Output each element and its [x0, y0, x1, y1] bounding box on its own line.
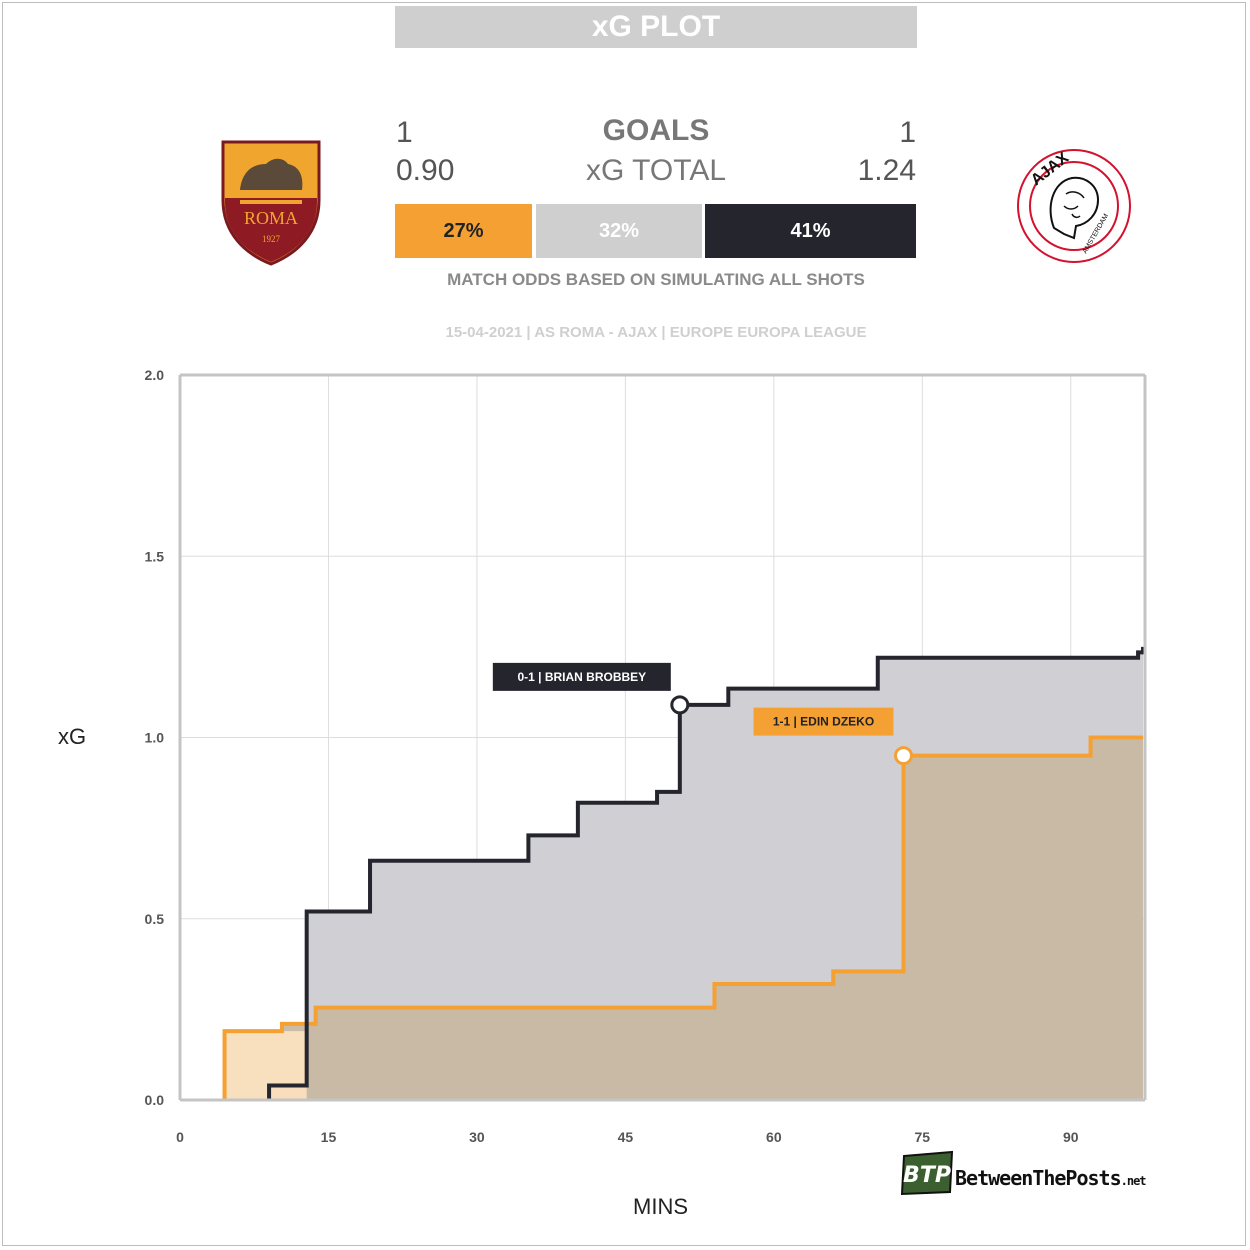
home-xg-total: 0.90 [396, 154, 455, 187]
goal-marker [670, 695, 690, 715]
chart-areas [224, 646, 1144, 1100]
away-xg-total: 1.24 [857, 154, 916, 187]
y-tick-label: 1.5 [145, 548, 165, 564]
ajax-crest-icon: AJAX AMSTERDAM [1017, 149, 1131, 263]
chart-ticks: 0 15 30 45 60 75 90 0.0 0.5 1.0 1.5 2.0 [145, 367, 1079, 1145]
goals-label: GOALS [602, 114, 710, 147]
away-xg-line [267, 646, 1146, 1100]
y-tick-label: 0.5 [145, 911, 165, 927]
page-title: xG PLOT [395, 6, 917, 48]
home-early-area [224, 1031, 307, 1100]
x-tick-label: 0 [176, 1129, 184, 1145]
chart-axes [178, 373, 1147, 1102]
home-win-odds: 27% [395, 204, 532, 258]
as-roma-crest-icon: ROMA 1927 [221, 140, 321, 266]
brand-badge: BTP [903, 1163, 951, 1188]
y-axis-label: xG [58, 724, 87, 749]
x-tick-label: 90 [1063, 1129, 1079, 1145]
away-win-odds: 41% [705, 204, 916, 258]
brand-logo-icon: BTP [900, 1150, 954, 1196]
goal-marker [894, 746, 914, 766]
odds-note: MATCH ODDS BASED ON SIMULATING ALL SHOTS [447, 270, 865, 289]
roma-crest-name: ROMA [244, 208, 298, 228]
x-tick-label: 30 [469, 1129, 485, 1145]
brand-main: BetweenThePosts [955, 1166, 1122, 1190]
home-xg-line [222, 735, 1144, 1100]
y-tick-label: 2.0 [145, 367, 165, 383]
roma-crest-year: 1927 [262, 234, 281, 244]
xg-total-label: xG TOTAL [585, 154, 727, 187]
x-tick-label: 60 [766, 1129, 782, 1145]
y-tick-label: 1.0 [145, 730, 165, 746]
chart-lines [222, 646, 1146, 1100]
draw-odds: 32% [536, 204, 702, 258]
goal-label-box [753, 707, 894, 736]
goal-label: 1-1 | EDIN DZEKO [773, 715, 874, 729]
brand-suffix: .net [1120, 1174, 1147, 1188]
x-tick-label: 15 [321, 1129, 337, 1145]
brand-name: BetweenThePosts.net [955, 1166, 1147, 1190]
home-goals: 1 [396, 116, 413, 149]
x-tick-label: 75 [915, 1129, 931, 1145]
away-goals: 1 [899, 116, 916, 149]
chart-annotations: 0-1 | BRIAN BROBBEY 1-1 | EDIN DZEKO [492, 662, 914, 766]
goal-label-box [492, 662, 671, 691]
goal-label: 0-1 | BRIAN BROBBEY [517, 670, 646, 684]
x-axis-label: MINS [633, 1194, 688, 1219]
x-tick-label: 45 [618, 1129, 634, 1145]
match-info: 15-04-2021 | AS ROMA - AJAX | EUROPE EUR… [445, 324, 867, 341]
y-tick-label: 0.0 [145, 1092, 165, 1108]
